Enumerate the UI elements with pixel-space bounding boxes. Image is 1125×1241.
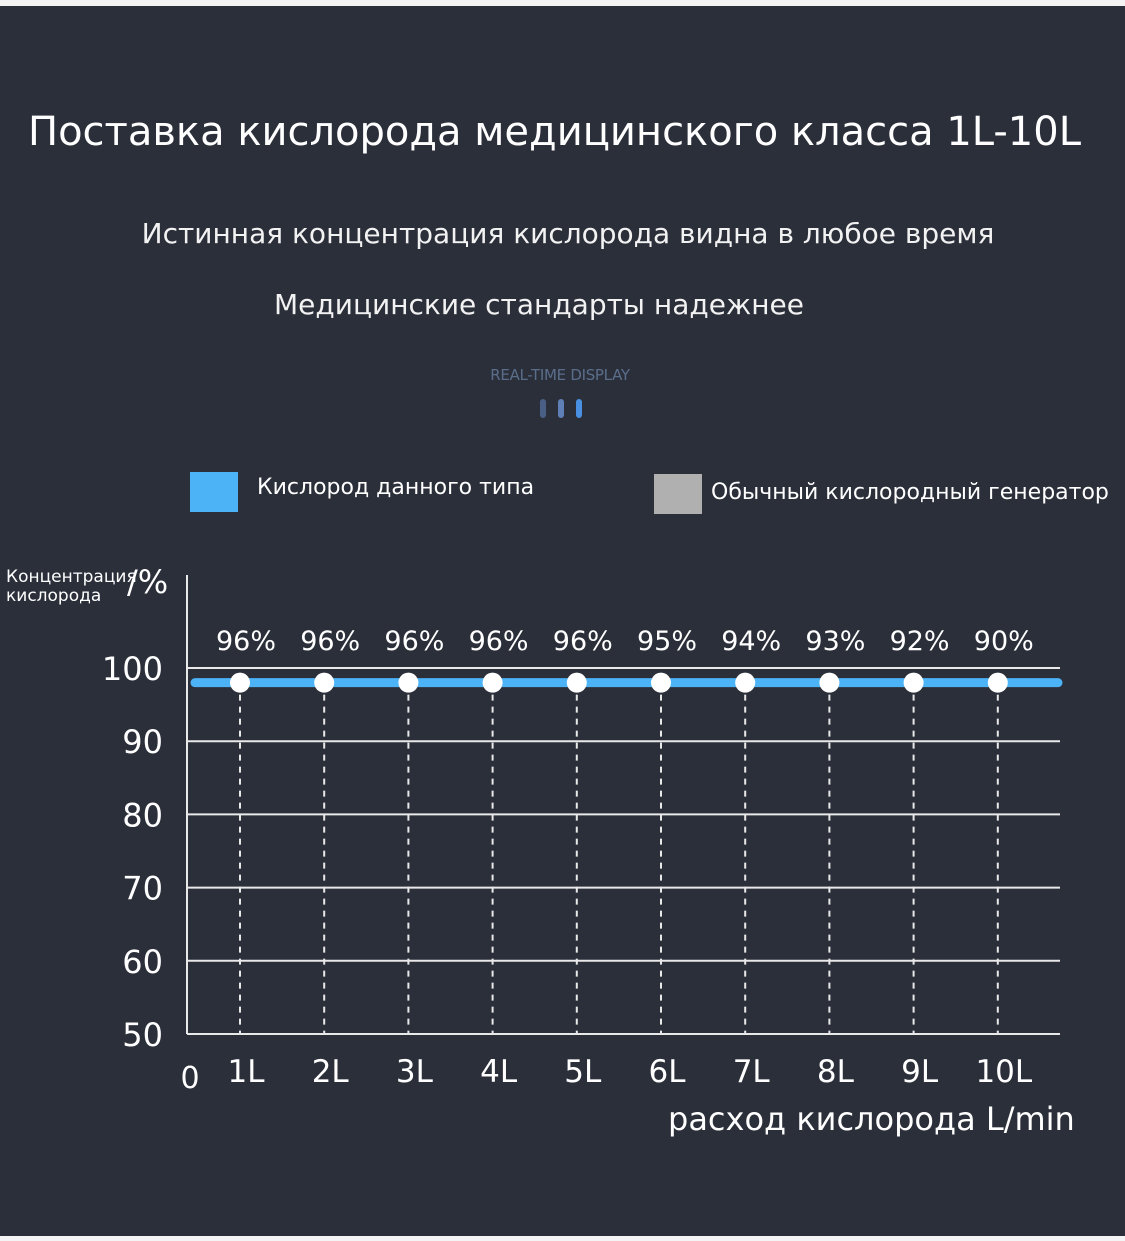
data-point [482,672,503,693]
y-tick-label: 100 [102,650,163,688]
realtime-bars-icon [540,399,586,419]
realtime-bar-1 [540,399,546,418]
realtime-bar-2 [558,399,564,418]
y-tick-label: 60 [122,943,163,981]
realtime-bar-3 [576,399,582,418]
subtitle-standards: Медицинские стандарты надежнее [274,288,804,321]
subtitle-concentration: Истинная концентрация кислорода видна в … [141,217,995,250]
x-axis-title-text: расход кислорода [668,1100,976,1138]
y-tick-label: 80 [122,796,163,834]
page-title: Поставка кислорода медицинского класса 1… [28,109,1081,155]
data-label: 96% [384,626,444,657]
x-tick-label: 6L [649,1054,687,1090]
x-axis-unit: L/min [985,1100,1075,1138]
y-axis-unit-prefix: / [127,563,138,601]
y-tick-label: 50 [122,1016,163,1054]
y-tick-label: 70 [122,870,163,908]
x-tick-label: 3L [396,1054,434,1090]
data-label: 95% [637,626,697,657]
y-axis-unit: /% [127,564,168,600]
legend-swatch-ordinary-generator [654,474,702,514]
x-tick-label: 1L [228,1054,266,1090]
x-tick-label: 4L [480,1054,518,1090]
y-tick-label: 90 [122,723,163,761]
data-point [735,672,756,693]
data-label: 94% [721,626,781,657]
data-label: 96% [300,626,360,657]
x-tick-label: 5L [564,1054,602,1090]
data-point [398,672,419,693]
data-point [903,672,924,693]
data-point [314,672,335,693]
data-label: 96% [553,626,613,657]
y-axis-title-line: кислорода [6,586,102,606]
data-label: 93% [805,626,865,657]
realtime-display-label: REAL-TIME DISPLAY [490,366,630,384]
y-axis-title-line: Концентрация [6,567,137,587]
legend-swatch-this-oxygen [190,472,238,512]
data-label: 92% [890,626,950,657]
data-point [566,672,587,693]
legend-label-ordinary-generator: Обычный кислородный генератор [711,480,1109,505]
x-origin-label: 0 [180,1061,199,1096]
y-axis-unit-symbol: % [137,563,169,601]
data-label: 90% [974,626,1034,657]
y-axis-title: Концентрация кислорода [6,568,137,606]
top-edge [0,0,1125,6]
x-tick-label: 7L [733,1054,771,1090]
x-tick-label: 8L [817,1054,855,1090]
data-point [819,672,840,693]
x-tick-label: 10L [975,1054,1032,1090]
data-point [230,672,250,693]
bottom-edge [0,1236,1125,1241]
data-label: 96% [216,626,276,657]
data-label: 96% [469,626,529,657]
data-point [651,672,671,693]
legend-label-this-oxygen: Кислород данного типа [257,475,535,500]
y-axis-title-text: Концентрация кислорода [6,568,137,606]
x-tick-label: 9L [901,1054,939,1090]
x-tick-label: 2L [312,1054,350,1090]
data-point [987,672,1008,693]
x-axis-title: расход кислорода L/min [668,1099,1075,1139]
